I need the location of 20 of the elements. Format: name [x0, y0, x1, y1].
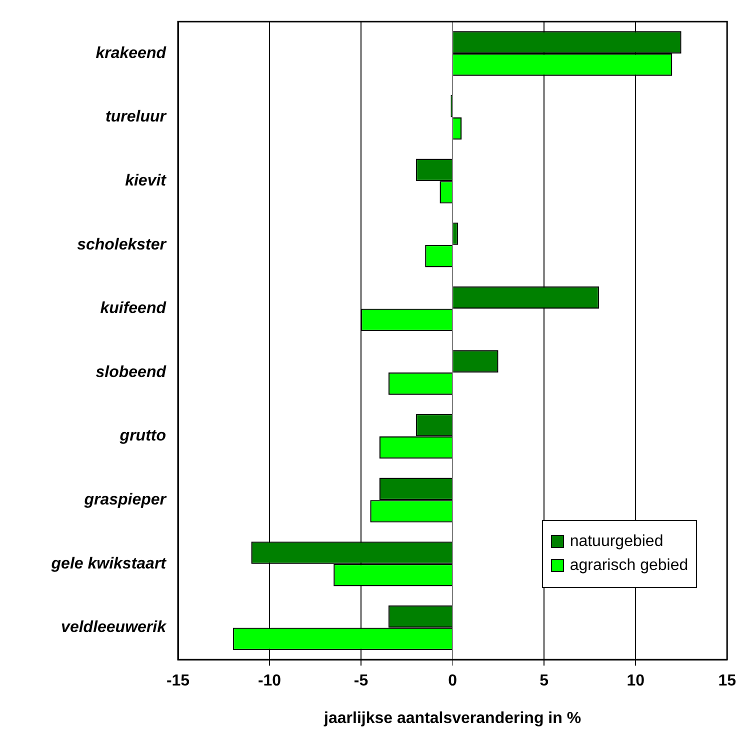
y-tick-label: veldleeuwerik	[61, 619, 168, 636]
y-tick-label: krakeend	[96, 44, 168, 62]
x-axis-title: jaarlijkse aantalsverandering in %	[323, 710, 582, 727]
x-tick-label: 5	[540, 672, 549, 690]
x-tick-label: -5	[354, 672, 368, 690]
y-tick-label: slobeend	[96, 364, 168, 381]
x-tick-label: 15	[718, 672, 736, 690]
legend-label: natuurgebied	[570, 532, 664, 551]
legend-label: agrarisch gebied	[570, 556, 688, 575]
y-tick-label: scholekster	[77, 236, 167, 254]
y-tick-label: kuifeend	[100, 300, 168, 318]
y-tick-label: grutto	[118, 428, 166, 445]
y-tick-label: graspieper	[83, 492, 167, 509]
y-tick-label: kievit	[125, 172, 167, 190]
y-tick-label: gele kwikstaart	[50, 555, 167, 572]
x-tick-label: -15	[166, 672, 190, 690]
x-tick-label: 10	[626, 672, 645, 690]
y-tick-label: tureluur	[106, 108, 167, 126]
x-tick-label: 0	[448, 672, 458, 690]
x-tick-label: -10	[258, 672, 282, 690]
